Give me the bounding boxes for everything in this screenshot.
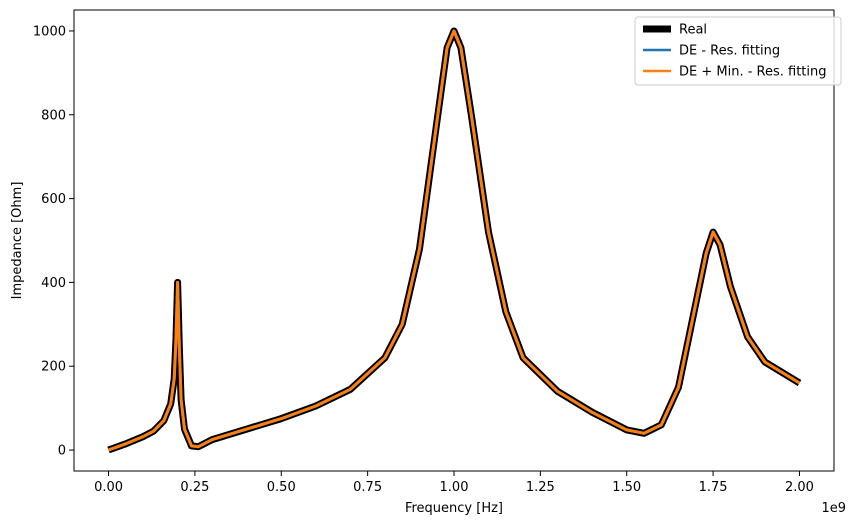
x-axis-offset-label: 1e9 (821, 501, 846, 516)
legend: Real DE - Res. fitting DE + Min. - Res. fi… (634, 16, 842, 86)
legend-box (634, 16, 842, 86)
series-line-2 (107, 29, 801, 452)
x-axis-label: Frequency [Hz] (405, 501, 503, 516)
y-tick-label: 800 (41, 108, 66, 123)
y-tick-label: 600 (41, 192, 66, 207)
series-line-1 (107, 27, 802, 454)
x-tick-label: 1.25 (526, 480, 555, 495)
y-tick-label: 400 (41, 276, 66, 291)
x-tick-label: 2.00 (785, 480, 814, 495)
y-tick-label: 200 (41, 360, 66, 375)
x-axis: 0.00 0.25 0.50 0.75 1.00 1.25 1.50 1.75 2.00 (94, 471, 814, 495)
legend-entry-label: DE + Min. - Res. fitting (679, 65, 827, 80)
y-axis: 0 200 400 600 800 1000 (33, 24, 74, 459)
x-tick-label: 0.75 (353, 480, 382, 495)
x-tick-label: 1.75 (699, 480, 728, 495)
legend-entry-label: Real (679, 23, 707, 38)
y-axis-label: Impedance [Ohm] (10, 182, 25, 300)
x-tick-label: 0.50 (267, 480, 296, 495)
y-tick-label: 1000 (33, 24, 66, 39)
x-tick-label: 0.25 (180, 480, 209, 495)
x-tick-label: 1.50 (612, 480, 641, 495)
x-tick-label: 1.00 (440, 480, 469, 495)
legend-entry-label: DE - Res. fitting (679, 44, 780, 59)
x-tick-label: 0.00 (94, 480, 123, 495)
series-line-3 (107, 29, 801, 452)
y-tick-label: 0 (58, 444, 66, 459)
